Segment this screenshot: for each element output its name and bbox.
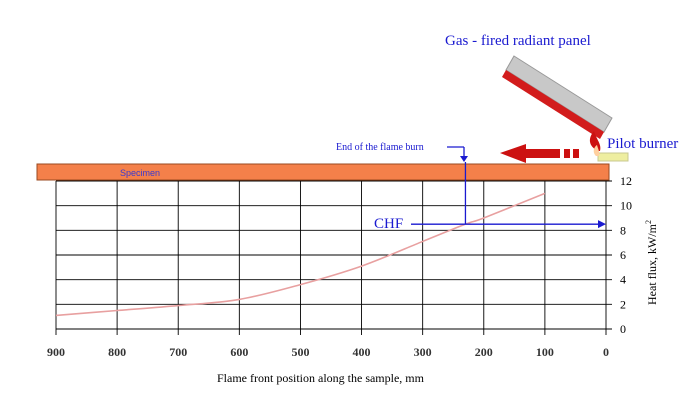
pilot-label: Pilot burner xyxy=(607,136,678,152)
specimen-label: Specimen xyxy=(120,168,160,178)
y-tick-label: 2 xyxy=(620,297,626,311)
x-tick-label: 700 xyxy=(169,345,187,359)
x-tick-label: 200 xyxy=(475,345,493,359)
chf-indicator xyxy=(411,162,606,229)
x-tick-label: 900 xyxy=(47,345,65,359)
x-tick-label: 800 xyxy=(108,345,126,359)
radiant-panel-icon xyxy=(502,55,613,139)
x-tick-label: 400 xyxy=(353,345,371,359)
y-tick-label: 12 xyxy=(620,174,632,188)
y-tick-label: 4 xyxy=(620,273,626,287)
x-tick-label: 300 xyxy=(414,345,432,359)
x-tick-label: 0 xyxy=(603,345,609,359)
x-tick-label: 100 xyxy=(536,345,554,359)
flame-end-label: End of the flame burn xyxy=(336,142,424,153)
y-tick-label: 6 xyxy=(620,248,626,262)
flame-end-marker xyxy=(447,146,468,162)
y-tick-label: 10 xyxy=(620,199,632,213)
y-tick-label: 0 xyxy=(620,322,626,336)
x-tick-label: 500 xyxy=(291,345,309,359)
y-tick-label: 8 xyxy=(620,223,626,237)
y-axis-title-sup: 2 xyxy=(644,220,653,224)
y-tick-labels: 0 2 4 6 8 10 12 xyxy=(620,174,632,336)
pilot-burner-icon xyxy=(589,131,629,162)
x-tick-label: 600 xyxy=(230,345,248,359)
y-axis-title: Heat flux, kW/m2 xyxy=(644,220,659,305)
x-axis-title: Flame front position along the sample, m… xyxy=(217,371,425,385)
heat-flux-curve xyxy=(55,192,546,317)
panel-label: Gas - fired radiant panel xyxy=(445,33,591,49)
flame-direction-arrow-icon xyxy=(500,144,579,163)
x-tick-labels: 900 800 700 600 500 400 300 200 100 0 xyxy=(47,345,609,359)
chart-grid xyxy=(55,180,612,335)
chf-label: CHF xyxy=(374,216,403,232)
y-axis-title-main: Heat flux, kW/m xyxy=(645,223,659,305)
